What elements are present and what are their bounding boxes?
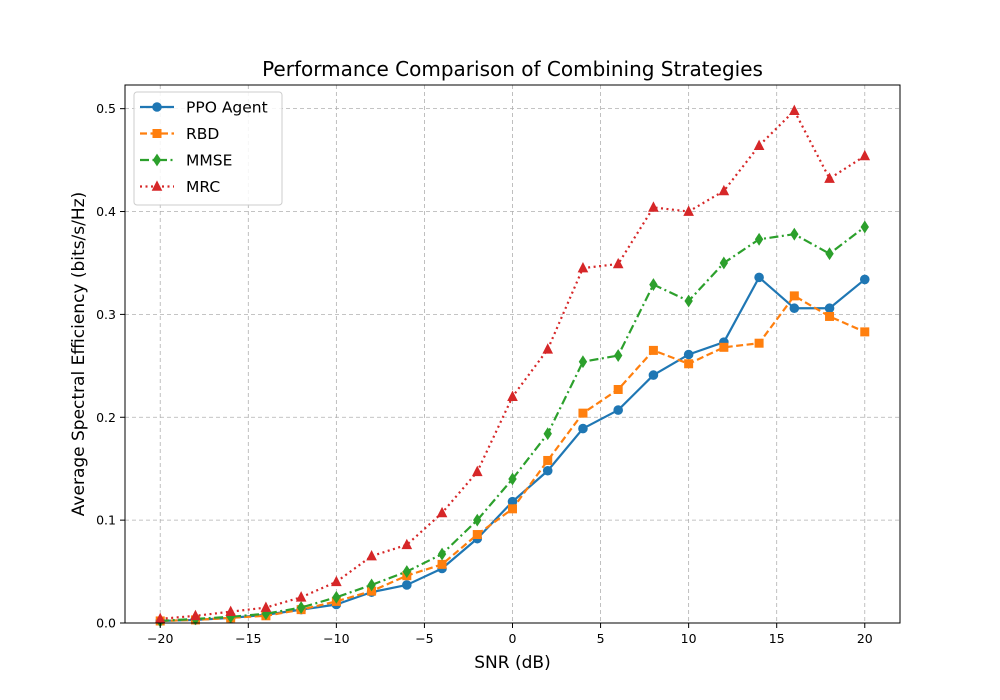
- chart-title: Performance Comparison of Combining Stra…: [262, 57, 763, 81]
- data-point: [190, 609, 201, 621]
- data-point: [542, 465, 553, 476]
- series-mrc: [154, 104, 871, 624]
- data-point: [859, 149, 871, 161]
- data-point: [824, 172, 835, 183]
- x-tick-label: −15: [235, 631, 261, 646]
- data-point: [684, 359, 694, 369]
- data-point: [543, 455, 553, 465]
- y-tick-label: 0.2: [96, 410, 116, 425]
- data-point: [508, 472, 517, 486]
- x-tick-label: 10: [681, 631, 697, 646]
- legend-marker: [152, 129, 162, 138]
- legend: PPO Agent RBD MMSE MRC: [133, 91, 283, 206]
- data-point: [824, 303, 835, 314]
- y-tick-label: 0.0: [96, 616, 116, 631]
- data-point: [508, 504, 517, 514]
- x-tick-label: 0: [509, 631, 517, 646]
- data-point: [437, 547, 447, 561]
- data-point: [683, 205, 694, 216]
- y-tick-label: 0.3: [96, 307, 116, 322]
- legend-marker: [152, 153, 162, 167]
- data-point: [789, 303, 800, 314]
- data-point: [437, 559, 447, 569]
- data-point: [473, 513, 482, 527]
- data-point: [683, 349, 694, 360]
- legend-box: [133, 91, 283, 206]
- data-point: [471, 465, 483, 477]
- data-point: [472, 530, 482, 540]
- data-point: [542, 343, 554, 354]
- legend-label: PPO Agent: [186, 99, 268, 117]
- data-point: [296, 601, 306, 614]
- legend-marker: [152, 102, 162, 112]
- y-tick-label: 0.5: [96, 101, 116, 116]
- data-point: [754, 272, 764, 283]
- data-point: [261, 607, 271, 621]
- series-layer: [154, 104, 871, 628]
- data-point: [401, 538, 413, 550]
- legend-label: RBD: [186, 125, 219, 143]
- legend-label: MMSE: [186, 152, 232, 170]
- data-point: [754, 232, 764, 246]
- data-point: [366, 550, 377, 561]
- legend-item: MRC: [140, 178, 220, 196]
- x-axis-title: SNR (dB): [474, 653, 550, 673]
- y-tick-label: 0.4: [96, 204, 116, 219]
- data-point: [860, 327, 870, 337]
- data-point: [577, 262, 589, 273]
- data-point: [825, 247, 834, 261]
- y-axis-title: Average Spectral Efficiency (bits/s/Hz): [69, 192, 89, 516]
- data-point: [260, 601, 272, 612]
- data-point: [402, 565, 412, 578]
- data-point: [754, 338, 764, 348]
- legend-item: MMSE: [140, 152, 232, 170]
- data-point: [860, 220, 869, 234]
- data-point: [578, 355, 588, 369]
- data-point: [225, 605, 236, 616]
- x-tick-label: 20: [857, 631, 873, 646]
- x-tick-label: 5: [597, 631, 605, 646]
- legend-item: RBD: [140, 125, 219, 143]
- data-point: [613, 349, 623, 362]
- data-point: [295, 591, 307, 602]
- data-point: [402, 580, 412, 590]
- x-tick-label: −20: [147, 631, 173, 646]
- data-point: [825, 311, 835, 321]
- x-tick-label: −10: [323, 631, 349, 646]
- data-point: [718, 184, 730, 196]
- legend-marker: [151, 180, 163, 191]
- ticks-layer: −20 −15 −10 −5 0 5 10 15 20 0.0 0.1 0.2 0.3 0.4 0.5: [96, 101, 873, 646]
- data-point: [648, 370, 659, 380]
- data-point: [612, 257, 624, 269]
- data-point: [649, 278, 658, 291]
- legend-label: MRC: [186, 178, 220, 196]
- data-point: [436, 506, 448, 518]
- y-tick-label: 0.1: [96, 513, 116, 528]
- data-point: [543, 427, 552, 441]
- x-tick-label: 15: [769, 631, 785, 646]
- data-point: [648, 201, 659, 212]
- data-point: [753, 139, 765, 150]
- data-point: [613, 405, 623, 415]
- data-point: [684, 294, 693, 308]
- data-point: [719, 256, 729, 270]
- data-point: [578, 408, 588, 418]
- data-point: [648, 345, 658, 355]
- x-tick-label: −5: [415, 631, 433, 646]
- data-point: [790, 227, 799, 241]
- data-point: [719, 342, 729, 352]
- data-point: [331, 575, 342, 587]
- data-point: [613, 384, 623, 394]
- data-point: [507, 390, 518, 401]
- legend-item: PPO Agent: [140, 99, 268, 117]
- data-point: [367, 578, 376, 592]
- data-point: [578, 423, 588, 434]
- data-point: [859, 274, 870, 285]
- data-point: [332, 590, 341, 604]
- data-point: [789, 104, 800, 116]
- data-point: [789, 291, 799, 301]
